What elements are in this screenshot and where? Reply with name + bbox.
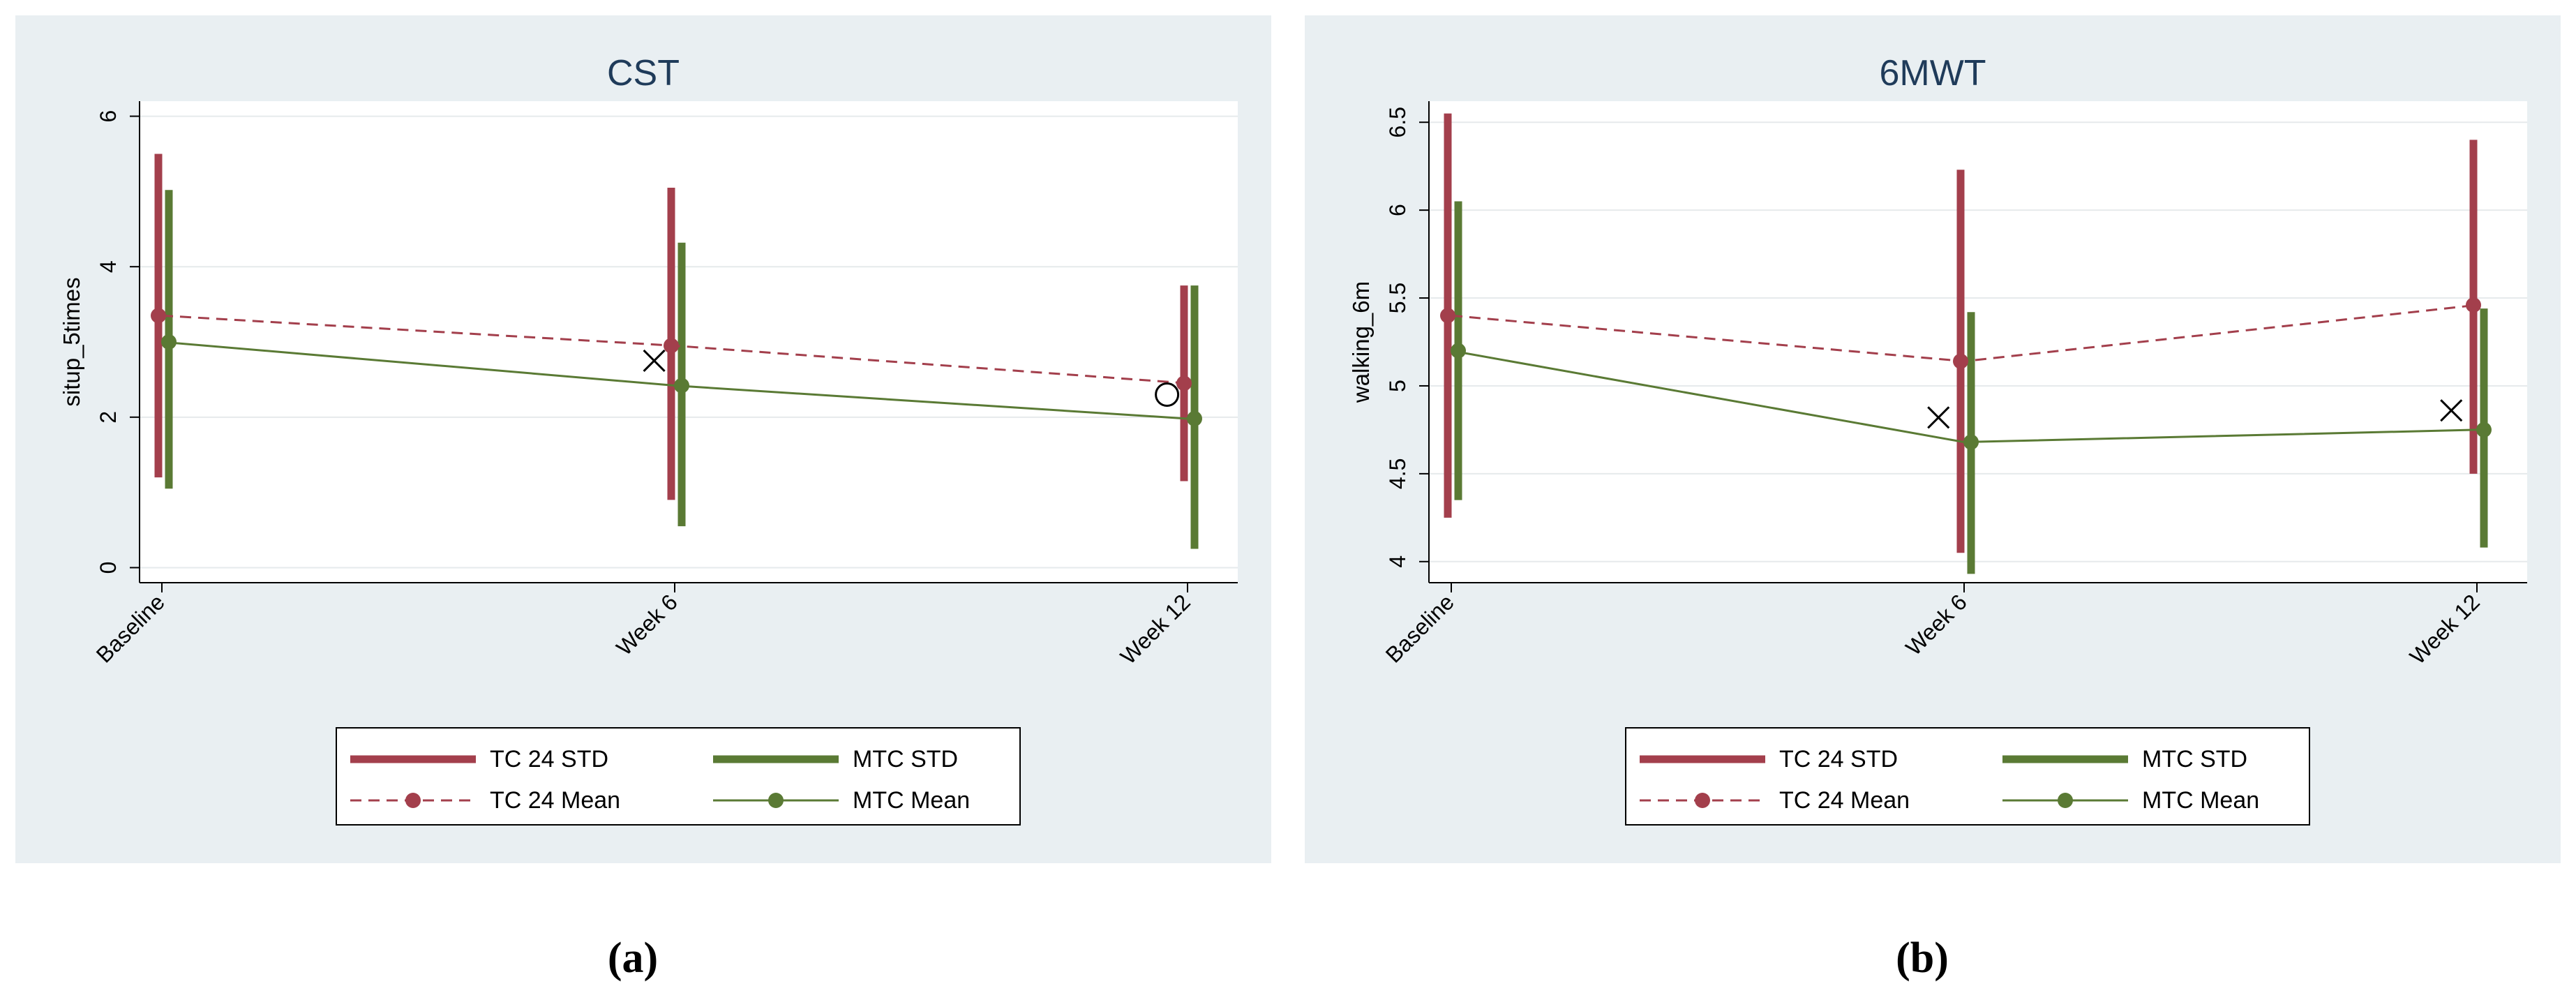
mtc-mean-point [2476,421,2492,438]
cross-marker [643,349,666,373]
tc-mean-point [1176,375,1192,391]
y-tick-label: 5.5 [1385,283,1410,313]
tc-mean-point [2466,297,2481,313]
chart-cst: CST 0 2 4 6 situp_5times Baseline Week 6 Week 12… [59,53,1238,826]
circle-marker [1155,382,1180,407]
mtc-mean-point [1187,410,1202,426]
plot-area [140,101,1238,583]
mtc-mean-point [1963,434,1979,450]
x-tick-label: Baseline [1381,589,1459,667]
legend-label-mtc-std: MTC STD [2142,746,2247,772]
legend-label-tc-mean: TC 24 Mean [490,787,620,814]
x-tick-label: Baseline [91,589,170,667]
y-tick-label: 5 [1385,380,1410,392]
chart-panel-cst: CST 0 2 4 6 situp_5times Baseline Week 6 Week 12… [15,15,1271,863]
y-tick-label: 6 [1385,204,1410,216]
cross-marker-stroke [1927,406,1950,429]
y-tick-label: 2 [96,411,121,424]
chart-title: CST [607,53,680,94]
y-tick-label: 4.5 [1385,458,1410,489]
tc-mean-point [151,308,166,324]
tc-mean-point [1953,353,1968,369]
figure-caption-b: (b) [1896,934,1949,982]
mtc-mean-point [161,334,177,350]
cross-marker [2440,399,2463,422]
legend-label-mtc-mean: MTC Mean [853,787,970,814]
legend-marker-tc-mean [405,793,421,808]
legend-box [1625,727,2310,826]
legend-box [336,727,1021,826]
tc-mean-point [664,338,679,354]
y-axis-label: situp_5times [59,277,84,406]
y-tick-label: 0 [96,562,121,574]
cross-marker [1927,406,1950,429]
plot-area [1429,101,2527,583]
legend-label-tc-mean: TC 24 Mean [1779,787,1910,814]
legend-marker-mtc-mean [768,793,784,808]
cross-marker-stroke [643,349,666,373]
y-tick-label: 6 [96,110,121,123]
y-tick-label: 6.5 [1385,107,1410,137]
chart-title: 6MWT [1879,53,1986,94]
figure-caption-a: (a) [607,934,659,982]
legend-label-mtc-std: MTC STD [853,746,958,772]
x-tick-label: Week 12 [2405,589,2485,669]
legend-marker-mtc-mean [2058,793,2073,808]
y-tick-label: 4 [1385,555,1410,568]
x-tick-label: Week 12 [1116,589,1195,669]
tc-mean-point [1440,308,1455,324]
mtc-mean-point [674,378,689,394]
chart-panel-6mwt: 6MWT 4 4.5 5 5.5 6 6.5 walking_6m Baseline Week 6… [1305,15,2561,863]
y-axis-label: walking_6m [1348,281,1374,403]
mtc-mean-point [1451,343,1466,359]
y-tick-label: 4 [96,260,121,273]
legend-marker-tc-mean [1695,793,1710,808]
legend-label-mtc-mean: MTC Mean [2142,787,2259,814]
x-tick-label: Week 6 [1901,589,1972,660]
legend-label-tc-std: TC 24 STD [490,746,608,772]
cross-marker-stroke [2440,399,2463,422]
legend-label-tc-std: TC 24 STD [1779,746,1898,772]
chart-6mwt: 6MWT 4 4.5 5 5.5 6 6.5 walking_6m Baseline Week 6… [1348,53,2527,826]
x-tick-label: Week 6 [611,589,682,660]
